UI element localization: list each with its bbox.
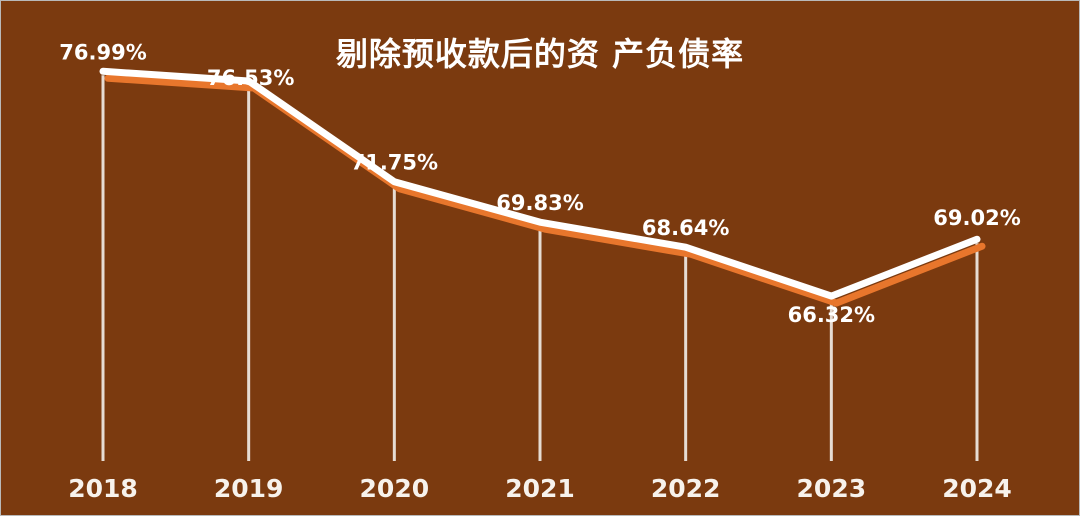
point-value-label: 68.64% (642, 216, 729, 240)
point-value-label: 76.99% (59, 40, 146, 64)
x-axis-label: 2024 (942, 474, 1012, 503)
point-value-label: 66.32% (788, 303, 875, 327)
x-axis-label: 2019 (214, 474, 284, 503)
point-value-label: 71.75% (351, 151, 438, 175)
x-axis-label: 2023 (797, 474, 867, 503)
point-value-label: 69.02% (933, 206, 1020, 230)
x-axis-label: 2018 (68, 474, 138, 503)
point-value-label: 69.83% (496, 191, 583, 215)
series-line (99, 67, 981, 300)
x-axis-label: 2022 (651, 474, 721, 503)
x-axis-label: 2021 (505, 474, 575, 503)
point-value-label: 76.53% (207, 66, 294, 90)
x-axis-label: 2020 (360, 474, 430, 503)
